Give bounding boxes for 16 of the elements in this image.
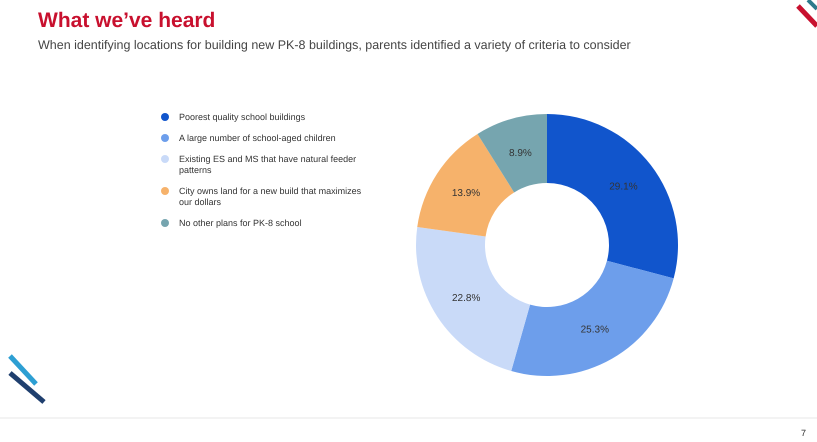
donut-slice <box>511 260 674 376</box>
text: 7 <box>800 428 806 438</box>
chart-title: What we’ve heard <box>38 9 216 32</box>
legend-label: No other plans for PK-8 school <box>179 218 302 228</box>
data-label: 22.8% <box>452 293 480 304</box>
legend-label: A large number of school-aged children <box>179 133 336 143</box>
donut-slice <box>547 114 678 278</box>
legend-label: Existing ES and MS that have natural feeder patterns <box>179 154 356 175</box>
data-label: 25.3% <box>580 324 610 336</box>
data-label: 13.9% <box>452 188 480 200</box>
donut-slice <box>416 226 530 372</box>
legend-label: Poorest quality school buildings <box>179 112 306 122</box>
legend-label: City owns land for a new build that maximizes our dollars <box>179 186 362 207</box>
chart-subtitle: When identifying locations for building new PK-8 buildings, parents identified a variety of criteria to consider <box>38 38 631 52</box>
data-label: 29.1% <box>609 182 638 193</box>
data-label: 8.9% <box>508 148 532 159</box>
